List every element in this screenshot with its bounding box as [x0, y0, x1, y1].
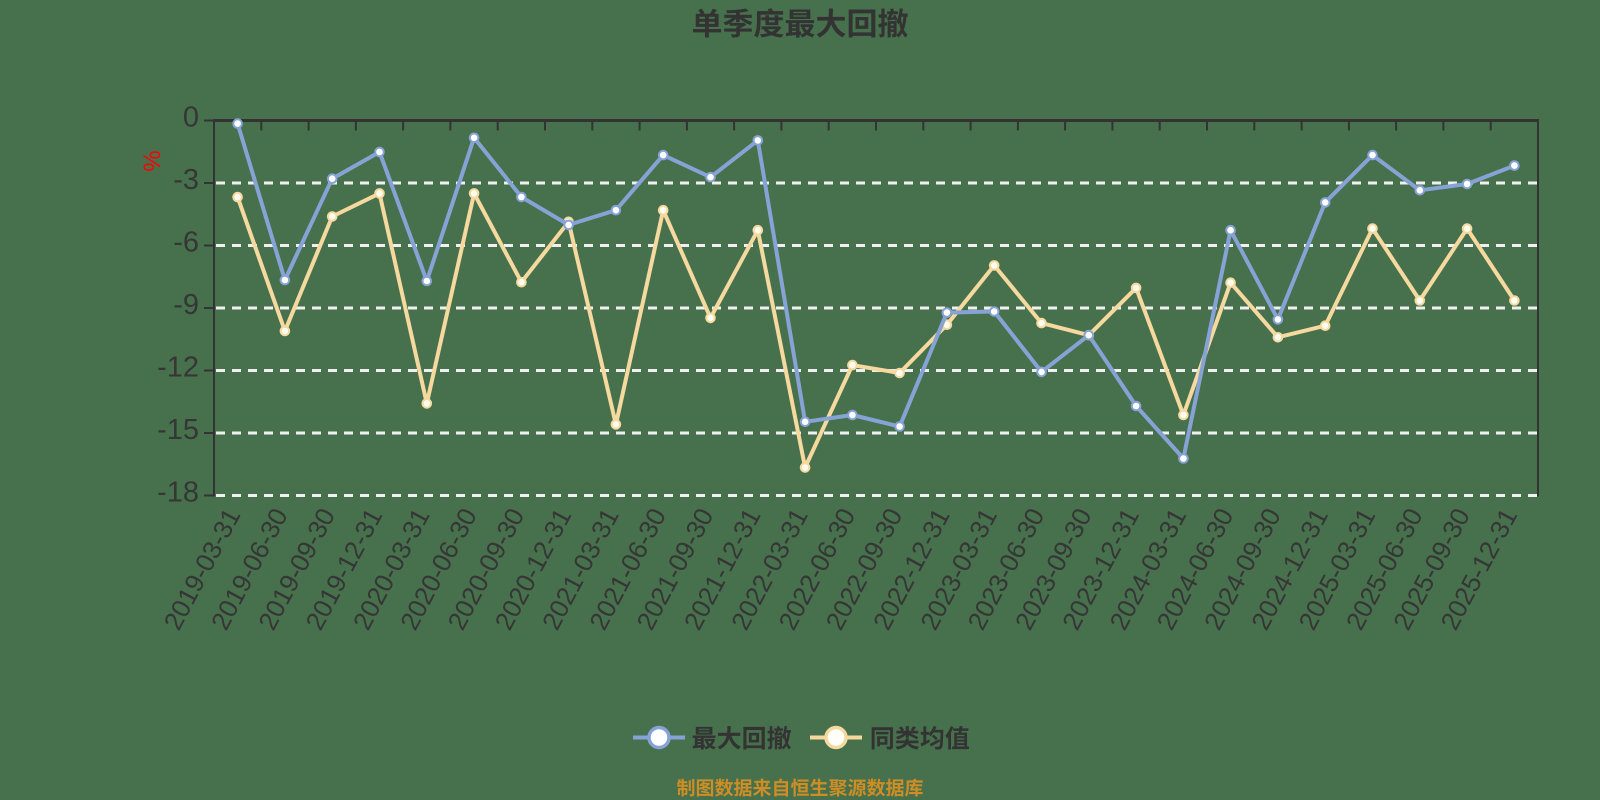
svg-text:-12: -12 [157, 352, 199, 384]
svg-text:%: % [138, 150, 165, 171]
svg-text:-3: -3 [173, 164, 199, 196]
svg-text:-18: -18 [157, 477, 199, 509]
svg-text:0: 0 [183, 102, 199, 134]
svg-text:-9: -9 [173, 289, 199, 321]
svg-text:-15: -15 [157, 414, 199, 446]
svg-text:-6: -6 [173, 227, 199, 259]
